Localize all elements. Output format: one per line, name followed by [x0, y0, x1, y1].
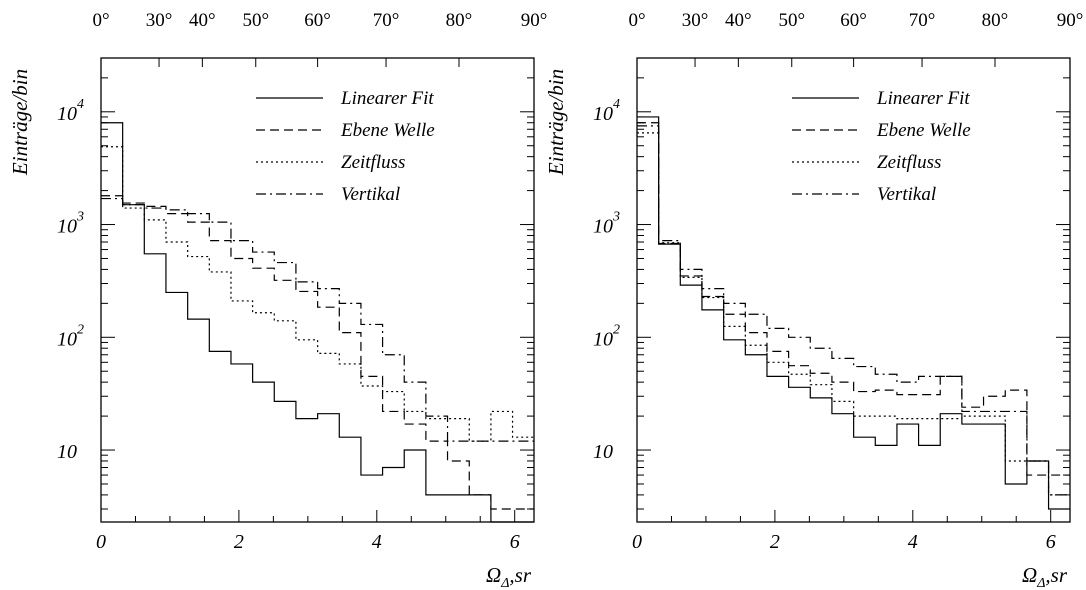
x-tick-label: 6 [1046, 531, 1056, 553]
y-tick-exponent: 4 [613, 97, 620, 112]
x-axis-label-unit: ,sr [1045, 563, 1067, 587]
series-line-dashed [637, 122, 1071, 476]
y-tick-exponent: 3 [76, 210, 84, 225]
legend-label: Linearer Fit [876, 88, 970, 109]
legend-label: Vertikal [341, 184, 400, 205]
x-tick-label: 2 [770, 531, 780, 553]
top-angle-label: 40° [725, 10, 752, 31]
top-angle-label: 50° [778, 10, 805, 31]
top-angle-label: 60° [304, 10, 331, 31]
x-axis-label-symbol: Ω [1022, 563, 1037, 587]
top-angle-label: 80° [982, 10, 1009, 31]
y-tick-exponent: 4 [77, 97, 84, 112]
y-tick-label: 10 [57, 441, 77, 463]
series-line-dotted [637, 132, 1071, 496]
y-tick-exponent: 2 [77, 322, 84, 337]
series-line-solid [637, 116, 1071, 510]
x-axis-label-symbol: Ω [486, 563, 501, 587]
y-tick-exponent: 2 [613, 322, 620, 337]
x-axis-label: ΩΔ,sr [1022, 563, 1068, 590]
y-tick-label: 102 [593, 322, 620, 350]
series-line-dashdot [101, 197, 535, 442]
top-angle-label: 0° [92, 10, 109, 31]
chart-panel-2: 0 2 4 6 10 102 103 104 0° 30° 40° 50° 60° 70° 80° 90° Li… [544, 10, 1083, 590]
y-tick-label: 103 [57, 210, 84, 238]
y-tick-exponent: 3 [612, 210, 620, 225]
x-axis-label-unit: ,sr [509, 563, 531, 587]
legend-label: Ebene Welle [340, 120, 435, 141]
y-tick-label: 10 [593, 441, 613, 463]
top-angle-label: 30° [682, 10, 709, 31]
top-angle-label: 70° [373, 10, 400, 31]
chart-panel-1: 0 2 4 6 10 102 103 104 0° 30° 40° 50° 60° 70° 80° 90° Li… [8, 10, 547, 590]
x-tick-label: 4 [908, 531, 918, 553]
series-line-dashed [101, 195, 535, 510]
x-tick-label: 0 [632, 531, 642, 553]
legend-label: Ebene Welle [876, 120, 971, 141]
legend-label: Vertikal [877, 184, 936, 205]
x-axis-label: ΩΔ,sr [486, 563, 532, 590]
top-angle-label: 0° [628, 10, 645, 31]
x-tick-label: 4 [372, 531, 382, 553]
y-tick-label: 104 [57, 97, 84, 125]
x-tick-label: 6 [510, 531, 520, 553]
top-angle-label: 40° [189, 10, 216, 31]
series-line-dashdot [637, 125, 1071, 496]
y-tick-label: 103 [593, 210, 620, 238]
top-angle-label: 70° [909, 10, 936, 31]
x-axis-label-subscript: Δ [500, 576, 509, 590]
x-axis-label-subscript: Δ [1036, 576, 1045, 590]
legend-label: Zeitfluss [877, 152, 941, 173]
top-angle-label: 90° [1057, 10, 1084, 31]
top-angle-label: 60° [840, 10, 867, 31]
x-tick-label: 0 [96, 531, 106, 553]
top-angle-label: 30° [146, 10, 173, 31]
top-angle-label: 90° [521, 10, 548, 31]
y-axis-label: Einträge/bin [544, 69, 568, 176]
y-tick-label: 104 [593, 97, 620, 125]
x-tick-label: 2 [234, 531, 244, 553]
top-angle-label: 50° [242, 10, 269, 31]
y-axis-label: Einträge/bin [8, 69, 32, 176]
legend-label: Zeitfluss [341, 152, 405, 173]
top-angle-label: 80° [446, 10, 473, 31]
y-tick-label: 102 [57, 322, 84, 350]
series-line-solid [101, 122, 535, 523]
legend-label: Linearer Fit [340, 88, 434, 109]
